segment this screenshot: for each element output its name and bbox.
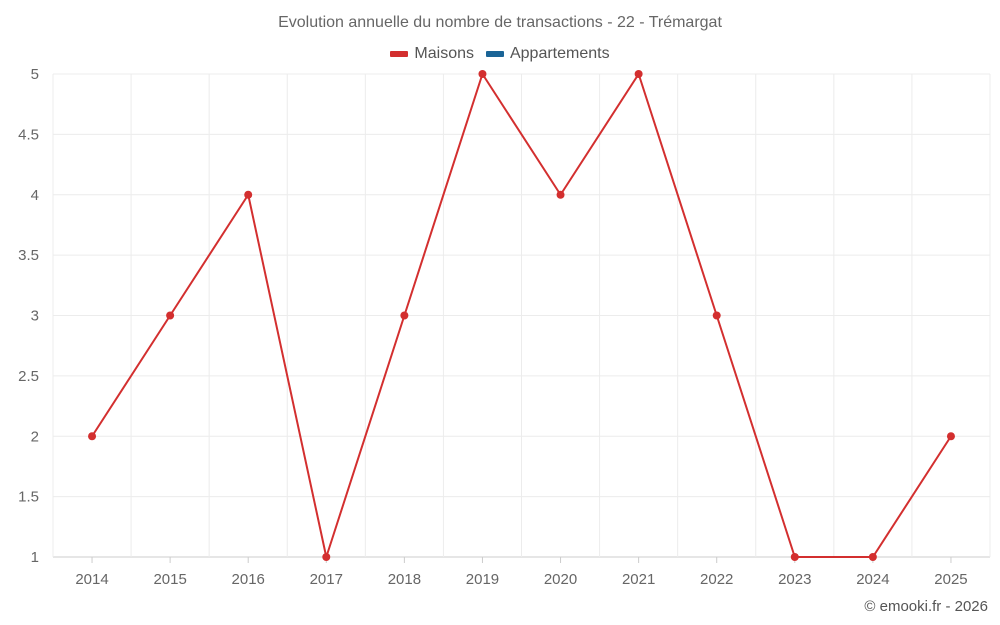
legend-label-appartements: Appartements: [509, 45, 610, 62]
data-point: [790, 553, 799, 561]
data-point: [868, 553, 877, 561]
y-tick-label: 3: [31, 308, 39, 325]
x-tick-label: 2024: [856, 571, 889, 588]
data-point: [478, 70, 487, 78]
data-point: [400, 311, 409, 320]
y-tick-label: 5: [31, 66, 39, 83]
x-tick-label: 2023: [778, 571, 811, 588]
legend-swatch-appartements: [485, 51, 504, 57]
y-tick-label: 2.5: [18, 368, 39, 385]
data-point: [946, 432, 955, 441]
data-point: [88, 432, 97, 441]
legend-item-appartements[interactable]: Appartements: [485, 45, 610, 63]
x-tick-label: 2022: [700, 571, 733, 588]
grid-lines: [52, 73, 991, 558]
x-tick-label: 2014: [75, 571, 108, 588]
credit-text: © emooki.fr - 2026: [864, 598, 988, 615]
series-layer: [88, 70, 955, 561]
x-tick-label: 2015: [153, 571, 186, 588]
y-axis: 1 1.5 2 2.5 3 3.5 4 4.5 5: [18, 66, 39, 566]
x-tick-label: 2019: [466, 571, 499, 588]
chart-legend: Maisons Appartements: [0, 45, 1000, 63]
x-tick-label: 2021: [622, 571, 655, 588]
y-tick-label: 2: [31, 428, 39, 445]
y-tick-label: 4: [31, 187, 39, 204]
legend-label-maisons: Maisons: [414, 45, 474, 62]
data-point: [166, 311, 175, 320]
legend-swatch-maisons: [390, 51, 409, 57]
data-point: [634, 70, 643, 78]
x-tick-label: 2016: [232, 571, 265, 588]
legend-item-maisons[interactable]: Maisons: [390, 45, 474, 63]
series-line-maisons: [91, 73, 952, 558]
x-axis: 2014 2015 2016 2017 2018 2019 2020 2021 2022 2023…: [75, 557, 968, 588]
x-tick-label: 2020: [544, 571, 577, 588]
y-tick-label: 3.5: [18, 247, 39, 264]
data-point: [322, 553, 331, 561]
y-tick-label: 4.5: [18, 126, 39, 143]
x-tick-label: 2018: [388, 571, 421, 588]
x-tick-label: 2025: [934, 571, 967, 588]
data-point: [712, 311, 721, 320]
data-point: [556, 190, 565, 199]
y-tick-label: 1.5: [18, 489, 39, 506]
x-tick-label: 2017: [310, 571, 343, 588]
chart-title: Evolution annuelle du nombre de transact…: [278, 14, 722, 31]
y-tick-label: 1: [31, 549, 39, 566]
data-point: [244, 190, 253, 199]
